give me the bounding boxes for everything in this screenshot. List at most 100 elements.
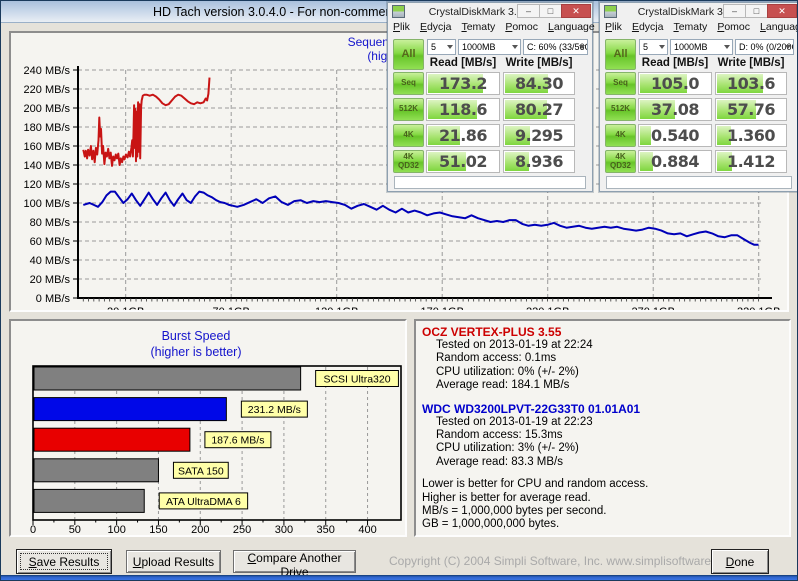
close-icon[interactable]: ✕ xyxy=(561,4,591,18)
svg-text:220,1GB: 220,1GB xyxy=(526,306,569,310)
svg-text:170,1GB: 170,1GB xyxy=(420,306,463,310)
crystaldiskmark-window-1: CrystalDiskMark 3.0.2 x64 – □ ✕ Plik Edyc… xyxy=(387,2,595,192)
spacer xyxy=(422,469,789,478)
svg-text:200 MB/s: 200 MB/s xyxy=(24,103,71,115)
cdm2-read-cell-4k: 0.540 xyxy=(638,124,712,147)
burst-subtitle: (higher is better) xyxy=(150,345,242,359)
score-value: 1.360 xyxy=(726,126,776,145)
cdm2-runs-select[interactable]: 5 xyxy=(639,39,668,55)
maximize-icon[interactable]: □ xyxy=(745,4,768,18)
cdm2-menu-plik[interactable]: Plik xyxy=(605,21,622,33)
drive-1-detail-2: CPU utilization: 3% (+/- 2%) xyxy=(436,442,579,455)
cdm2-menu-edycja[interactable]: Edycja xyxy=(632,21,664,33)
done-button[interactable]: Done xyxy=(711,549,769,574)
done-label: one xyxy=(734,554,755,569)
drive-0-detail-3: Average read: 184.1 MB/s xyxy=(436,379,570,392)
cdm2-test-button-512k[interactable]: 512K xyxy=(605,98,636,121)
cdm1-drive-value: C: 60% (33/56GB) xyxy=(527,42,587,52)
cdm1-menu-plik[interactable]: Plik xyxy=(393,21,410,33)
menu-accel: P xyxy=(717,21,725,33)
menu-rest: dycja xyxy=(638,21,664,33)
cdm1-drive-select[interactable]: C: 60% (33/56GB) xyxy=(523,39,588,55)
cdm1-menu-tematy[interactable]: Tematy xyxy=(461,21,495,33)
cdm1-test-button-4k-qd32[interactable]: 4K QD32 xyxy=(393,150,424,173)
score-value: 173.2 xyxy=(438,74,488,93)
score-value: 8.936 xyxy=(514,152,564,171)
cdm2-runs-value: 5 xyxy=(643,42,649,52)
score-value: 37.08 xyxy=(650,100,700,119)
cdm2-drive-select[interactable]: D: 0% (0/200GB) xyxy=(735,39,794,55)
cdm2-all-button[interactable]: All xyxy=(605,39,636,70)
menu-rest: dycja xyxy=(426,21,452,33)
cdm1-comment-input[interactable] xyxy=(394,176,586,189)
minimize-icon[interactable]: – xyxy=(723,4,746,18)
cdm2-menu-language[interactable]: Language xyxy=(760,21,797,33)
compare-accel: C xyxy=(247,551,257,565)
chevron-down-icon xyxy=(579,45,585,49)
upload-label: pload Results xyxy=(141,554,215,569)
cdm1-write-cell-4k-qd32: 8.936 xyxy=(503,150,575,173)
cdm1-menu-language[interactable]: Language xyxy=(548,21,595,33)
cdm2-menu-pomoc[interactable]: Pomoc xyxy=(717,21,750,33)
svg-text:60 MB/s: 60 MB/s xyxy=(30,236,71,248)
drive-name-0: OCZ VERTEX-PLUS 3.55 xyxy=(422,325,562,339)
upload-results-button[interactable]: Upload Results xyxy=(126,550,221,573)
cdm1-titlebar[interactable]: CrystalDiskMark 3.0.2 x64 – □ ✕ xyxy=(388,3,592,21)
cdm2-row-4k: 4K 0.540 1.360 xyxy=(600,124,797,147)
cdm2-menu-tematy[interactable]: Tematy xyxy=(673,21,707,33)
drive-info-panel: OCZ VERTEX-PLUS 3.55 Tested on 2013-01-19… xyxy=(414,319,791,537)
window-bottom-border xyxy=(1,575,797,580)
crystaldiskmark-window-2: CrystalDiskMark 3.0.2 x64 – □ ✕ Plik Edyc… xyxy=(599,2,797,192)
cdm2-comment-input[interactable] xyxy=(606,176,792,189)
svg-text:300: 300 xyxy=(275,524,293,535)
compare-another-drive-button[interactable]: Compare Another Drive xyxy=(233,550,356,579)
crystaldiskmark-icon xyxy=(604,5,617,18)
note-line-1: Higher is better for average read. xyxy=(422,491,591,504)
score-value: 1.412 xyxy=(726,152,776,171)
cdm1-read-cell-4k-qd32: 51.02 xyxy=(426,150,500,173)
burst-bar-label-0: SCSI Ultra320 xyxy=(323,374,390,386)
score-value: 0.884 xyxy=(650,152,700,171)
cdm1-size-value: 1000MB xyxy=(462,42,496,52)
cdm1-menu-edycja[interactable]: Edycja xyxy=(420,21,452,33)
cdm2-read-cell-512k: 37.08 xyxy=(638,98,712,121)
cdm1-menu-pomoc[interactable]: Pomoc xyxy=(505,21,538,33)
cdm1-write-cell-4k: 9.295 xyxy=(503,124,575,147)
cdm1-all-button[interactable]: All xyxy=(393,39,424,70)
score-fill-bar xyxy=(717,126,731,145)
svg-text:0: 0 xyxy=(30,524,36,535)
maximize-icon[interactable]: □ xyxy=(539,4,562,18)
svg-text:100 MB/s: 100 MB/s xyxy=(24,198,71,210)
cdm1-row-4k-qd32: 4K QD32 51.02 8.936 xyxy=(388,150,592,173)
score-value: 80.27 xyxy=(514,100,564,119)
cdm1-test-button-512k[interactable]: 512K xyxy=(393,98,424,121)
cdm2-menubar: Plik Edycja Tematy Pomoc Language xyxy=(605,21,797,35)
cdm2-titlebar[interactable]: CrystalDiskMark 3.0.2 x64 – □ ✕ xyxy=(600,3,797,21)
cdm1-runs-select[interactable]: 5 xyxy=(427,39,456,55)
score-fill-bar xyxy=(717,74,763,93)
close-icon[interactable]: ✕ xyxy=(767,4,797,18)
menu-rest: ematy xyxy=(466,21,496,33)
score-fill-bar xyxy=(428,74,483,93)
cdm2-row-512k: 512K 37.08 57.76 xyxy=(600,98,797,121)
cdm2-test-button-4k-qd32[interactable]: 4K QD32 xyxy=(605,150,636,173)
score-value: 84.30 xyxy=(514,74,564,93)
cdm2-test-button-seq[interactable]: Seq xyxy=(605,72,636,95)
cdm1-test-button-4k[interactable]: 4K xyxy=(393,124,424,147)
cdm2-size-select[interactable]: 1000MB xyxy=(670,39,733,55)
cdm2-write-cell-4k-qd32: 1.412 xyxy=(715,150,787,173)
cdm1-size-select[interactable]: 1000MB xyxy=(458,39,521,55)
menu-accel: E xyxy=(631,21,639,33)
menu-accel: T xyxy=(673,21,679,33)
minimize-icon[interactable]: – xyxy=(517,4,540,18)
score-value: 9.295 xyxy=(514,126,564,145)
cdm2-test-button-4k[interactable]: 4K xyxy=(605,124,636,147)
drive-0-detail-0: Tested on 2013-01-19 at 22:24 xyxy=(436,339,593,351)
score-fill-bar xyxy=(505,100,547,119)
menu-rest: anguage xyxy=(553,21,595,33)
crystaldiskmark-icon xyxy=(392,5,405,18)
save-results-button[interactable]: Save Results xyxy=(16,549,112,574)
cdm1-read-cell-4k: 21.86 xyxy=(426,124,500,147)
cdm1-test-button-seq[interactable]: Seq xyxy=(393,72,424,95)
note-line-0: Lower is better for CPU and random acces… xyxy=(422,478,649,491)
